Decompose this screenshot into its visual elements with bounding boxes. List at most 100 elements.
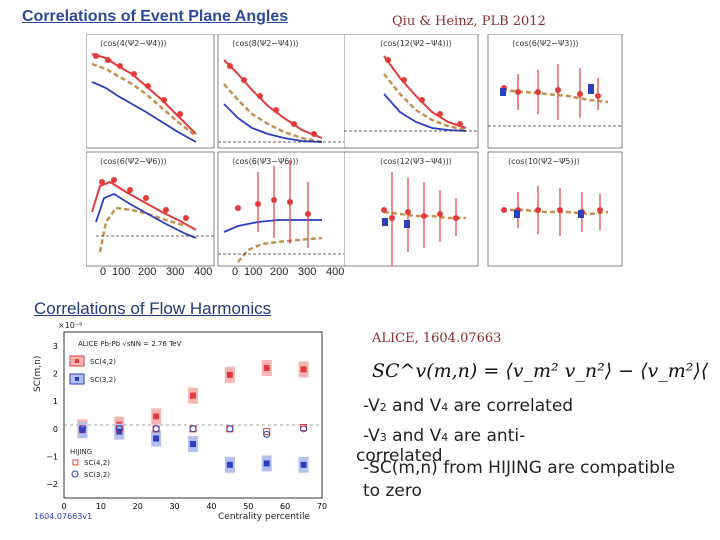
tick-label: 100 [112, 266, 131, 278]
bullet-sub: 4 [441, 401, 449, 414]
tick-label: 0 [100, 266, 107, 278]
y-tick-label: 2 [53, 370, 58, 379]
hijing-sc42-point [263, 428, 271, 436]
alice-sc-plot: ×10⁻⁶ SC(m,n) Centrality percentile ALIC… [33, 322, 327, 522]
sc32-point [190, 441, 196, 448]
heading-flow-harmonics: Correlations of Flow Harmonics [34, 299, 272, 318]
panel-1: ⟨cos(4(Ψ2−Ψ4))⟩ [86, 34, 215, 149]
legend-label: SC(4,2) [90, 358, 116, 366]
sc32-point [263, 460, 270, 467]
panel-3: ⟨cos(12(Ψ2−Ψ4))⟩ [344, 34, 479, 149]
bullet-text: and V [386, 426, 442, 446]
bullet-sub: 3 [379, 431, 387, 444]
sc42-point [226, 371, 233, 378]
bullet-anticorrelated: -V3 and V4 are anti- [363, 426, 525, 446]
panel-points [93, 53, 183, 117]
bullet-text: are anti- [448, 426, 526, 446]
panel-label: ⟨cos(12(Ψ3−Ψ4))⟩ [380, 157, 452, 166]
tick-label: 100 [244, 266, 263, 278]
tick-label: 300 [166, 266, 185, 278]
scale-label: ×10⁻⁶ [58, 322, 82, 330]
legend-label: SC(4,2) [84, 459, 110, 467]
sc42-point [190, 392, 196, 399]
bullet-text: are correlated [448, 396, 574, 416]
panel-label: ⟨cos(6(Ψ2−Ψ6))⟩ [100, 157, 167, 166]
sc32-point [79, 427, 86, 434]
sc42-point [153, 413, 160, 420]
x-tick-label: 70 [317, 502, 327, 511]
x-tick-label: 50 [243, 502, 253, 511]
sc32-point [226, 461, 233, 468]
sc42-point [263, 364, 270, 371]
x-tick-label: 40 [206, 502, 216, 511]
legend-label: SC(3,2) [90, 376, 116, 384]
panel-curve-blue [91, 81, 197, 143]
x-tick-label: 30 [169, 502, 179, 511]
panel-7: ⟨cos(12(Ψ3−Ψ4))⟩ [344, 151, 479, 267]
bullet-hijing: -SC(m,n) from HIJING are compatible [363, 458, 676, 478]
bullet-to-zero: to zero [363, 481, 422, 501]
panel-curve-dash [91, 62, 197, 137]
y-tick-label: −2 [46, 480, 58, 489]
bullet-text: -V [363, 426, 380, 446]
hijing-sc32-point [226, 425, 234, 433]
x-tick-label: 10 [96, 502, 106, 511]
hijing-sc32-point [78, 425, 86, 433]
panel-5: ⟨cos(6(Ψ2−Ψ6))⟩ [86, 151, 215, 267]
citation-qiu-heinz: Qiu & Heinz, PLB 2012 [392, 14, 546, 29]
hijing-sc32-point [152, 425, 160, 433]
y-ticks: 3 2 1 0 −1 −2 [46, 342, 58, 489]
arxiv-label: 1604.07663v1 [34, 512, 92, 521]
panel-label: ⟨cos(4(Ψ2−Ψ4))⟩ [100, 39, 167, 48]
bullet-text: -V [363, 396, 380, 416]
event-plane-panels-left: ⟨cos(4(Ψ2−Ψ4))⟩ ⟨cos(8(Ψ2−Ψ4))⟩ ⟨cos(6(Ψ… [86, 34, 346, 267]
panel-label: ⟨cos(6(Ψ2−Ψ3))⟩ [512, 39, 579, 48]
heading-event-plane: Correlations of Event Plane Angles [22, 8, 289, 25]
y-tick-label: 1 [53, 397, 58, 406]
formula-text: SC^v(m,n) = ⟨v_m² v_n²⟩ − ⟨v_m²⟩⟨v_n²⟩ [372, 360, 708, 382]
panel-label: ⟨cos(8(Ψ2−Ψ4))⟩ [232, 39, 299, 48]
y-tick-label: 3 [53, 342, 58, 351]
y-tick-label: 0 [53, 425, 58, 434]
tick-label: 400 [194, 266, 213, 278]
sc32-point [153, 435, 160, 442]
bullet-correlated-cont: correlated [356, 446, 443, 466]
panel-label: ⟨cos(6(Ψ3−Ψ6))⟩ [232, 157, 299, 166]
x-ticks: 0 10 20 30 40 50 60 70 [61, 502, 327, 511]
collab-label: ALICE Pb-Pb √sNN = 2.76 TeV [78, 340, 181, 348]
x-tick-label: 20 [133, 502, 143, 511]
hijing-sc32-point [263, 430, 271, 438]
legend: SC(4,2) SC(3,2) HIJING SC(4,2) SC(3,2) [69, 355, 116, 479]
bullet-correlated: -V2 and V4 are correlated [363, 396, 573, 416]
panel-4: ⟨cos(6(Ψ2−Ψ3))⟩ [487, 34, 623, 149]
sc32-point [300, 461, 307, 468]
citation-alice: ALICE, 1604.07663 [372, 331, 502, 346]
panel-6: ⟨cos(6(Ψ3−Ψ6))⟩ [217, 151, 346, 267]
event-plane-panels-right: ⟨cos(12(Ψ2−Ψ4))⟩ ⟨cos(6(Ψ2−Ψ3))⟩ ⟨cos(12… [344, 34, 623, 267]
tick-label: 400 [326, 266, 345, 278]
sc-formula: SC^v(m,n) = ⟨v_m² v_n²⟩ − ⟨v_m²⟩⟨v_n²⟩ [372, 360, 708, 382]
hijing-sc32-point [189, 425, 197, 433]
sc42-point [300, 366, 307, 373]
hijing-label: HIJING [70, 448, 92, 456]
bullet-sub: 2 [379, 401, 387, 414]
tick-label: 200 [138, 266, 157, 278]
x-tick-label: 60 [280, 502, 290, 511]
panel-label: ⟨cos(10(Ψ2−Ψ5))⟩ [508, 157, 580, 166]
legend-label: SC(3,2) [84, 471, 110, 479]
hijing-sc32-point [300, 425, 308, 433]
y-axis-label: SC(m,n) [33, 356, 43, 392]
x-axis-label: Centrality percentile [218, 512, 310, 522]
bullet-text: and V [386, 396, 442, 416]
x-tick-label: 0 [61, 502, 66, 511]
tick-label: 0 [232, 266, 239, 278]
panel-8: ⟨cos(10(Ψ2−Ψ5))⟩ [487, 151, 623, 267]
tick-label: 200 [270, 266, 289, 278]
panel-2: ⟨cos(8(Ψ2−Ψ4))⟩ [217, 34, 346, 149]
bullet-sub: 4 [441, 431, 449, 444]
y-tick-label: −1 [46, 453, 58, 462]
data-points [77, 359, 309, 473]
panel-label: ⟨cos(12(Ψ2−Ψ4))⟩ [380, 39, 452, 48]
tick-label: 300 [298, 266, 317, 278]
hijing-sc32-point [115, 425, 123, 433]
